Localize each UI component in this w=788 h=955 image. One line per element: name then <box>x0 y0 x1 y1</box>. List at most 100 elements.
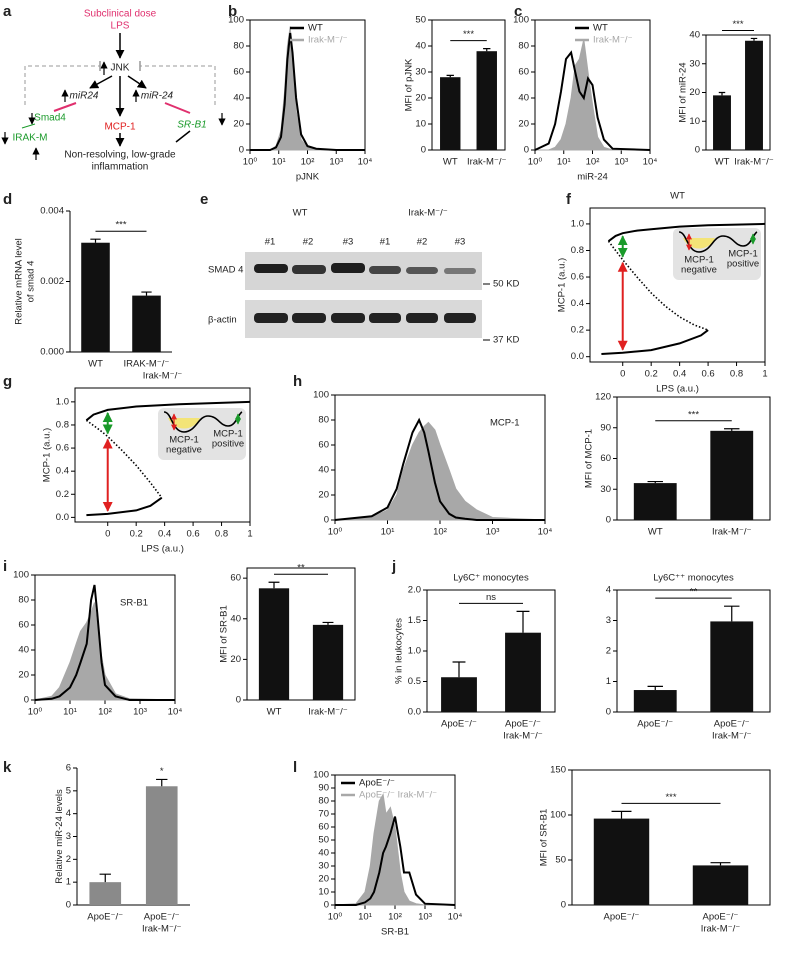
bar <box>593 818 650 905</box>
y-tick-label: 4 <box>66 808 71 819</box>
error-bar <box>718 91 726 96</box>
bar <box>633 690 677 712</box>
bar <box>745 40 763 150</box>
y-tick-label: 100 <box>513 15 529 26</box>
x-tick-label: ApoE⁻/⁻ <box>441 719 477 730</box>
y-tick-label: 0 <box>239 145 244 156</box>
y-tick-label: 0 <box>606 707 611 718</box>
chart: 0 20 40 60 80 100 10⁰ 10¹ 10² 10³ 10⁴ SR-B1 <box>13 570 182 718</box>
x-tick-label: 0.8 <box>730 369 743 380</box>
feedback <box>24 65 100 105</box>
chart-title: Irak-M⁻/⁻ <box>143 371 183 382</box>
y-tick-label: 150 <box>550 765 566 776</box>
y-axis-label: MCP-1 (a.u.) <box>41 428 52 482</box>
bar <box>132 295 161 352</box>
blot-lane: #2 <box>417 237 428 248</box>
y-tick-label: 0.002 <box>40 276 64 287</box>
x-tick-label: 10¹ <box>272 157 286 168</box>
blot-lane: #3 <box>455 237 466 248</box>
y-tick-label: 30 <box>600 484 611 495</box>
y-tick-label: 0.0 <box>571 351 584 362</box>
inhibit <box>175 130 191 143</box>
x-tick-label: 10³ <box>329 157 343 168</box>
x-tick-label: 10⁴ <box>643 157 658 168</box>
annotation: SR-B1 <box>120 598 148 609</box>
x-tick-label: 10³ <box>418 912 432 923</box>
pathway-diagram: Subclinical dose LPS JNK miR24 miR-24 Sm… <box>1 9 226 173</box>
y-tick-label: 0.6 <box>571 272 584 283</box>
x-tick-label: 10⁴ <box>358 157 373 168</box>
y-tick-label: 1.0 <box>571 218 584 229</box>
x-tick-label: WT <box>443 157 458 168</box>
curve <box>86 496 163 517</box>
x-tick-label: 0 <box>620 369 625 380</box>
y-tick-label: 0 <box>236 695 241 706</box>
y-tick-label: 2 <box>66 854 71 865</box>
plot-frame <box>571 769 771 906</box>
y-tick-label: 20 <box>230 654 241 665</box>
legend-label: ApoE⁻/⁻ <box>359 778 395 789</box>
y-tick-label: 0 <box>324 515 329 526</box>
error-bar <box>611 810 632 819</box>
error-bar <box>724 428 740 431</box>
y-tick-label: 20 <box>318 874 329 885</box>
x-tick-label: 0.2 <box>130 529 143 540</box>
y-tick-label: 40 <box>318 465 329 476</box>
y-tick-label: 100 <box>13 570 29 581</box>
error-bar <box>90 238 101 243</box>
y-tick-label: 0.2 <box>571 325 584 336</box>
error-bar <box>483 48 491 52</box>
diagram-node: JNK <box>111 63 130 74</box>
blot-lane: #1 <box>265 237 276 248</box>
legend-label: ApoE⁻/⁻ Irak-M⁻/⁻ <box>359 790 437 801</box>
chart-title: WT <box>670 191 685 202</box>
panel-label: f <box>566 191 572 208</box>
western-blot: WT Irak-M⁻/⁻ #1 #2 #3 #1 #2 #3 SMAD 4 β-… <box>208 208 520 346</box>
x-tick-label: 1 <box>247 529 252 540</box>
error-bar <box>710 862 731 866</box>
x-tick-label: 10³ <box>133 707 147 718</box>
panel-label: c <box>514 3 522 20</box>
chart: 0 30 60 90 120 MFI of MCP-1 WT Irak-M⁻/⁻ *** <box>583 392 771 538</box>
curve <box>601 329 709 355</box>
y-tick-label: 50 <box>415 15 426 26</box>
significance-label: *** <box>688 409 699 420</box>
curve <box>85 419 163 499</box>
x-tick-label: 0.8 <box>215 529 228 540</box>
error-bar <box>647 685 663 691</box>
y-tick-label: 20 <box>415 93 426 104</box>
link <box>21 123 36 129</box>
legend-label: Irak-M⁻/⁻ <box>308 35 348 46</box>
chart: 0.0 0.2 0.4 0.6 0.8 1.0 0 0.2 0.4 0.6 0.8 1 LPS (a.u… <box>556 191 767 395</box>
y-tick-label: 0.4 <box>56 466 69 477</box>
chart: 0 1 2 3 4 5 6 Relative miR-24 levels ApoE⁻/⁻ ApoE… <box>54 763 190 935</box>
bar <box>440 77 461 150</box>
x-tick-label: 10⁴ <box>448 912 463 923</box>
arrow <box>89 75 113 89</box>
inset-label: MCP-1 <box>728 249 758 260</box>
y-tick-label: 0 <box>324 900 329 911</box>
error-bar <box>750 37 758 41</box>
y-tick-label: 40 <box>18 645 29 656</box>
x-tick-label: 1 <box>762 369 767 380</box>
x-tick-label: 10² <box>586 157 600 168</box>
arrow <box>127 75 147 89</box>
y-axis-label: MFI of SR-B1 <box>538 809 549 867</box>
curve <box>607 222 766 243</box>
y-tick-label: 1 <box>606 676 611 687</box>
y-tick-label: 100 <box>313 390 329 401</box>
y-tick-label: 0.8 <box>56 419 69 430</box>
bar <box>633 483 677 520</box>
y-tick-label: 0 <box>606 515 611 526</box>
y-tick-label: 50 <box>555 855 566 866</box>
x-axis-label: pJNK <box>296 172 320 183</box>
y-tick-label: 0.4 <box>571 298 584 309</box>
blot-lane: #2 <box>303 237 314 248</box>
y-tick-label: 6 <box>66 763 71 774</box>
x-tick-label: ApoE⁻/⁻ <box>87 912 123 923</box>
legend-label: Irak-M⁻/⁻ <box>593 35 633 46</box>
diagram-node: LPS <box>111 21 130 32</box>
y-tick-label: 40 <box>230 613 241 624</box>
